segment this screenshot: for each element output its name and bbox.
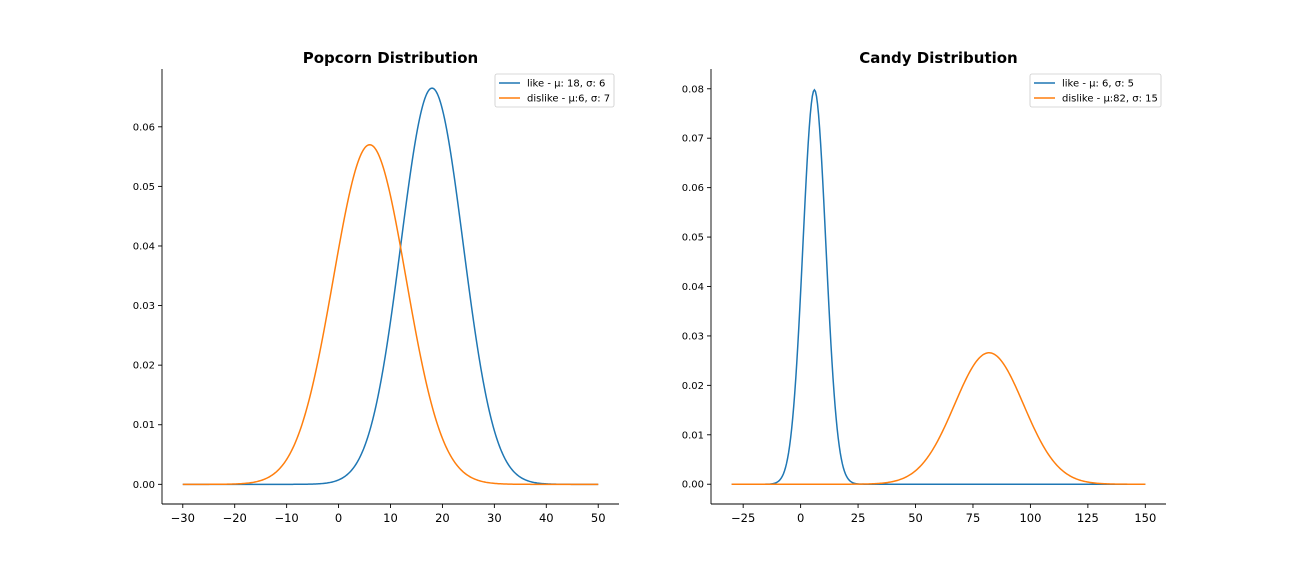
legend-frame: [494, 73, 615, 108]
legend-entry: dislike - μ:82, σ: 15: [1062, 94, 1158, 105]
x-tick-label: −25: [731, 511, 755, 525]
popcorn-chart: Popcorn Distribution 0.00 0.01 0.02 0.03 0.0…: [133, 49, 619, 525]
x-tick-label: 150: [1134, 511, 1156, 525]
legend-entry: like - μ: 6, σ: 5: [1062, 79, 1134, 90]
x-tick-label: 25: [851, 511, 866, 525]
x-tick-label: 50: [591, 511, 606, 525]
x-tick-label: 100: [1019, 511, 1041, 525]
series-line-dislike: [731, 352, 1146, 485]
x-tick-label: 75: [966, 511, 981, 525]
x-tick-label: −10: [274, 511, 298, 525]
candy-chart: Candy Distribution 0.00 0.01 0.02 0.03 0.04 0…: [682, 49, 1166, 525]
y-tick-label: 0.02: [682, 381, 704, 392]
chart-title: Candy Distribution: [859, 49, 1018, 67]
y-tick-label: 0.00: [133, 480, 155, 491]
y-tick-label: 0.03: [133, 301, 155, 312]
x-tick-label: 125: [1077, 511, 1099, 525]
y-tick-label: 0.05: [682, 233, 704, 244]
y-tick-label: 0.00: [682, 480, 704, 491]
series-line-dislike: [182, 143, 599, 486]
y-tick-label: 0.01: [133, 420, 155, 431]
series-line-like: [182, 87, 599, 486]
y-tick-label: 0.06: [682, 183, 704, 194]
legend-entry: dislike - μ:6, σ: 7: [527, 94, 610, 105]
series-line-like: [731, 88, 1146, 485]
legend-frame: [1029, 73, 1162, 108]
x-tick-label: 0: [335, 511, 342, 525]
y-tick-label: 0.01: [682, 430, 704, 441]
y-tick-label: 0.08: [682, 84, 704, 95]
y-tick-label: 0.02: [133, 361, 155, 372]
y-tick-label: 0.07: [682, 134, 704, 145]
y-tick-label: 0.05: [133, 182, 155, 193]
legend-entry: like - μ: 18, σ: 6: [527, 79, 605, 90]
y-tick-label: 0.04: [133, 241, 155, 252]
x-tick-label: 30: [487, 511, 502, 525]
legend: like - μ: 6, σ: 5 dislike - μ:82, σ: 15: [1029, 73, 1162, 108]
x-tick-label: 0: [797, 511, 804, 525]
x-tick-label: 40: [539, 511, 554, 525]
legend: like - μ: 18, σ: 6 dislike - μ:6, σ: 7: [494, 73, 615, 108]
x-tick-label: −30: [171, 511, 195, 525]
x-tick-label: −20: [223, 511, 247, 525]
y-tick-label: 0.03: [682, 331, 704, 342]
x-tick-label: 20: [435, 511, 450, 525]
y-tick-label: 0.04: [682, 282, 704, 293]
x-tick-label: 10: [383, 511, 398, 525]
y-tick-label: 0.06: [133, 122, 155, 133]
chart-title: Popcorn Distribution: [303, 49, 478, 67]
x-tick-label: 50: [908, 511, 923, 525]
